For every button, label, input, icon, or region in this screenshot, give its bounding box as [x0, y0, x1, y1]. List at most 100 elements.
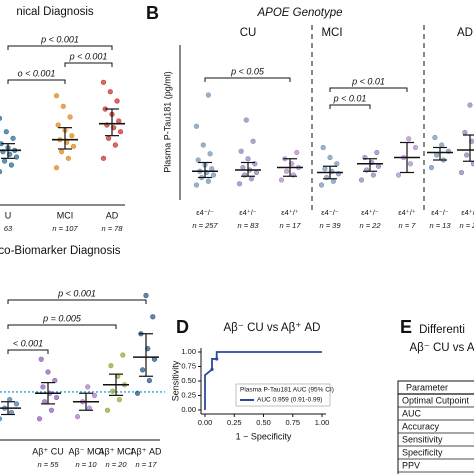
significance-label: < 0.001 [13, 338, 43, 348]
legend-box [235, 383, 331, 407]
significance-label: p = 0.005 [42, 313, 82, 323]
data-point [1, 158, 8, 164]
data-point [278, 177, 285, 183]
cutpoint-marker [215, 357, 219, 361]
group-count: n = 55 [37, 460, 59, 469]
table-cell: Specificity [402, 447, 443, 457]
legend-label: AUC 0.959 (0.91-0.99) [257, 397, 322, 404]
data-point [150, 314, 156, 320]
data-point [407, 161, 414, 167]
group-count: n = 17 [135, 460, 157, 469]
data-point [236, 181, 243, 187]
x-tick-label: 0.50 [256, 418, 271, 427]
significance-label: p < 0.05 [230, 66, 265, 76]
x-tick-label: 1.00 [315, 418, 330, 427]
data-point [334, 161, 340, 167]
data-point [195, 157, 201, 163]
data-point [318, 182, 325, 188]
data-point [114, 98, 120, 104]
data-point [36, 416, 43, 422]
group-count: n = 20 [105, 460, 127, 469]
group-count: n = 7 [399, 221, 417, 230]
group-count: n = 29 [459, 221, 474, 230]
table-cell: Accuracy [402, 421, 440, 431]
significance-bracket [7, 45, 113, 50]
group-count: n = 13 [429, 221, 451, 230]
panel-title: Differenti [419, 324, 465, 336]
data-point [358, 177, 365, 183]
data-point [327, 154, 333, 161]
data-point [112, 142, 118, 148]
data-point [117, 129, 124, 135]
x-tick-label: ε4⁺/⁺ [398, 208, 416, 217]
data-point [434, 152, 440, 158]
data-point [13, 401, 20, 407]
group-count: 63 [4, 224, 13, 233]
x-tick-label: ε4⁺/⁻ [461, 208, 474, 217]
table-cell: Optimal Cutpoint [402, 395, 470, 405]
data-point [120, 352, 126, 358]
significance-label: p < 0.001 [40, 34, 79, 44]
data-point [74, 414, 81, 420]
data-point [253, 169, 260, 176]
x-tick-label: Aβ⁺ MCI [99, 446, 134, 456]
significance-label: p < 0.001 [69, 51, 108, 61]
group-count: n = 83 [237, 221, 259, 230]
data-point [205, 178, 211, 184]
data-point [3, 129, 9, 135]
data-point [464, 152, 470, 158]
group-count: n = 107 [52, 224, 78, 233]
y-tick-label: 0.25 [181, 390, 196, 399]
x-tick-label: ε4⁺/⁻ [361, 208, 379, 217]
data-point [412, 144, 419, 151]
group-count: n = 39 [319, 221, 341, 230]
y-axis-label: Plasma P-Tau181 (pg/ml) [162, 71, 172, 173]
data-point [432, 134, 438, 141]
significance-bracket [7, 324, 117, 329]
significance-bracket [329, 87, 408, 92]
data-point [406, 136, 412, 142]
panel-letter: B [146, 3, 159, 23]
data-point [48, 407, 55, 413]
data-point [104, 407, 111, 413]
data-point [8, 162, 14, 168]
data-point [200, 142, 206, 148]
data-point [53, 165, 60, 171]
data-point [458, 169, 465, 176]
data-point [116, 118, 122, 124]
x-tick-label: Aβ⁻ MCI [69, 446, 104, 456]
data-point [0, 115, 3, 121]
data-point [100, 155, 107, 161]
x-tick-label: 0.75 [285, 418, 300, 427]
panel-letter: E [400, 317, 412, 337]
significance-bracket [7, 79, 66, 84]
data-point [140, 367, 146, 373]
data-point [322, 166, 328, 172]
data-point [45, 369, 51, 375]
significance-bracket [204, 77, 291, 82]
significance-label: p < 0.001 [57, 288, 96, 298]
significance-bracket [7, 299, 147, 304]
x-tick-label: Aβ⁺ AD [131, 446, 162, 456]
data-point [100, 79, 107, 85]
panel-title: Aβ⁻ CU vs A [409, 342, 474, 354]
data-point [248, 176, 254, 182]
x-tick-label: ε4⁺/⁺ [281, 208, 299, 217]
data-point [240, 164, 246, 171]
significance-bracket [329, 104, 371, 109]
x-axis-label: 1 − Specificity [236, 431, 292, 441]
data-point [238, 148, 244, 154]
y-tick-label: 0.75 [181, 361, 196, 370]
legend-title: Plasma P-Tau181 AUC (95% CI) [240, 387, 334, 394]
data-point [105, 135, 112, 141]
significance-label: o < 0.001 [18, 68, 56, 78]
data-point [146, 377, 152, 384]
x-tick-label: ε4⁻/⁻ [431, 208, 449, 217]
data-point [143, 292, 149, 299]
data-point [55, 122, 61, 128]
data-point [210, 172, 217, 178]
data-point [439, 142, 445, 148]
x-tick-label: ε4⁺/⁻ [239, 208, 257, 217]
y-tick-label: 1.00 [181, 347, 196, 356]
subplot-title: MCI [321, 27, 342, 39]
